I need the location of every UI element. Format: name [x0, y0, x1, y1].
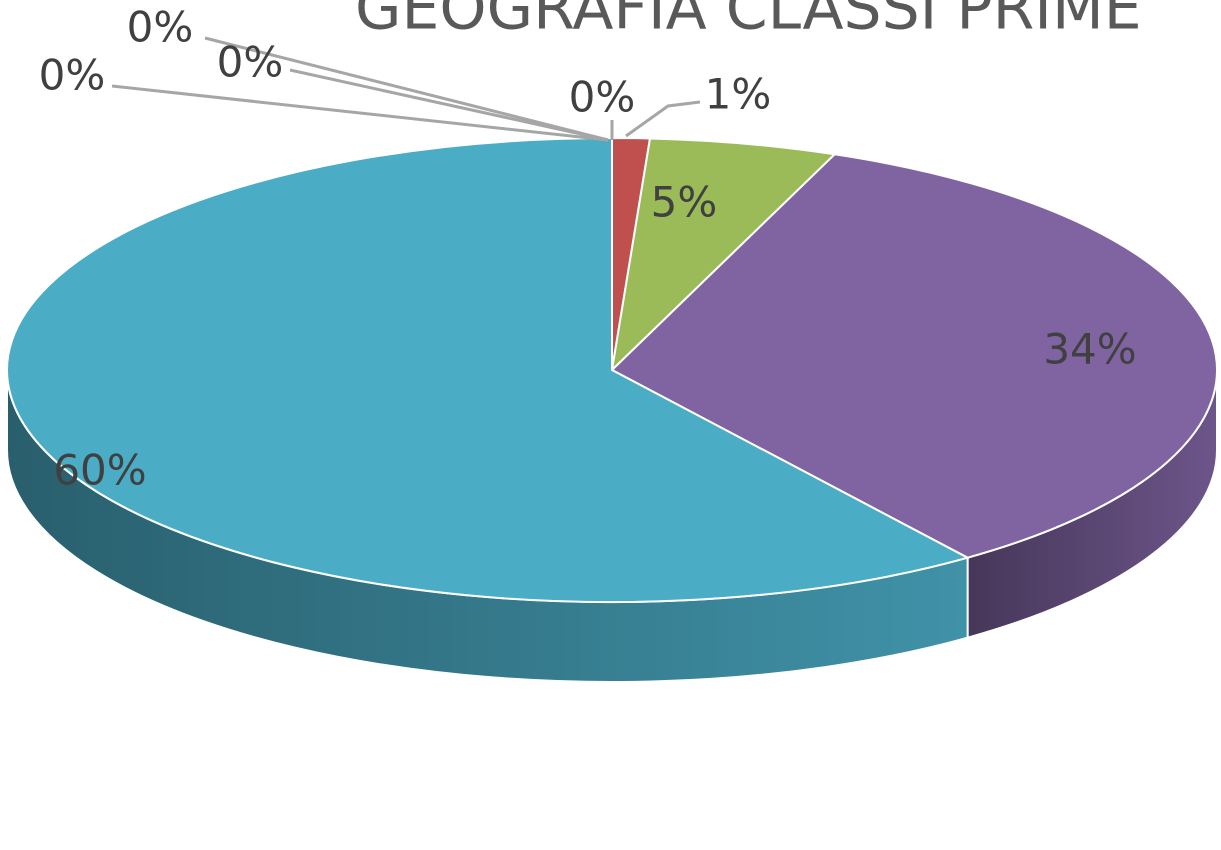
data-labels: 0% 1% 5% 34% 60% 0% 0% 0%: [39, 3, 1137, 495]
data-label: 0%: [569, 73, 636, 122]
leader-line: [111, 84, 609, 142]
data-label: 0%: [217, 38, 284, 87]
data-label: 1%: [705, 70, 772, 119]
pie-slice: [610, 137, 837, 373]
leader-line: [204, 36, 609, 142]
data-label: 0%: [39, 51, 106, 100]
data-label: 60%: [53, 446, 146, 495]
pie-slice: [610, 153, 1218, 559]
pie-slice: [6, 136, 971, 603]
chart-title: GEOGRAFIA CLASSI PRIME: [355, 0, 1142, 44]
data-label: 5%: [651, 178, 718, 227]
data-label: 0%: [127, 3, 194, 52]
pie-tops: [6, 136, 1218, 603]
data-label: 34%: [1043, 325, 1136, 374]
leader-line: [625, 100, 701, 138]
leader-line: [289, 68, 609, 142]
